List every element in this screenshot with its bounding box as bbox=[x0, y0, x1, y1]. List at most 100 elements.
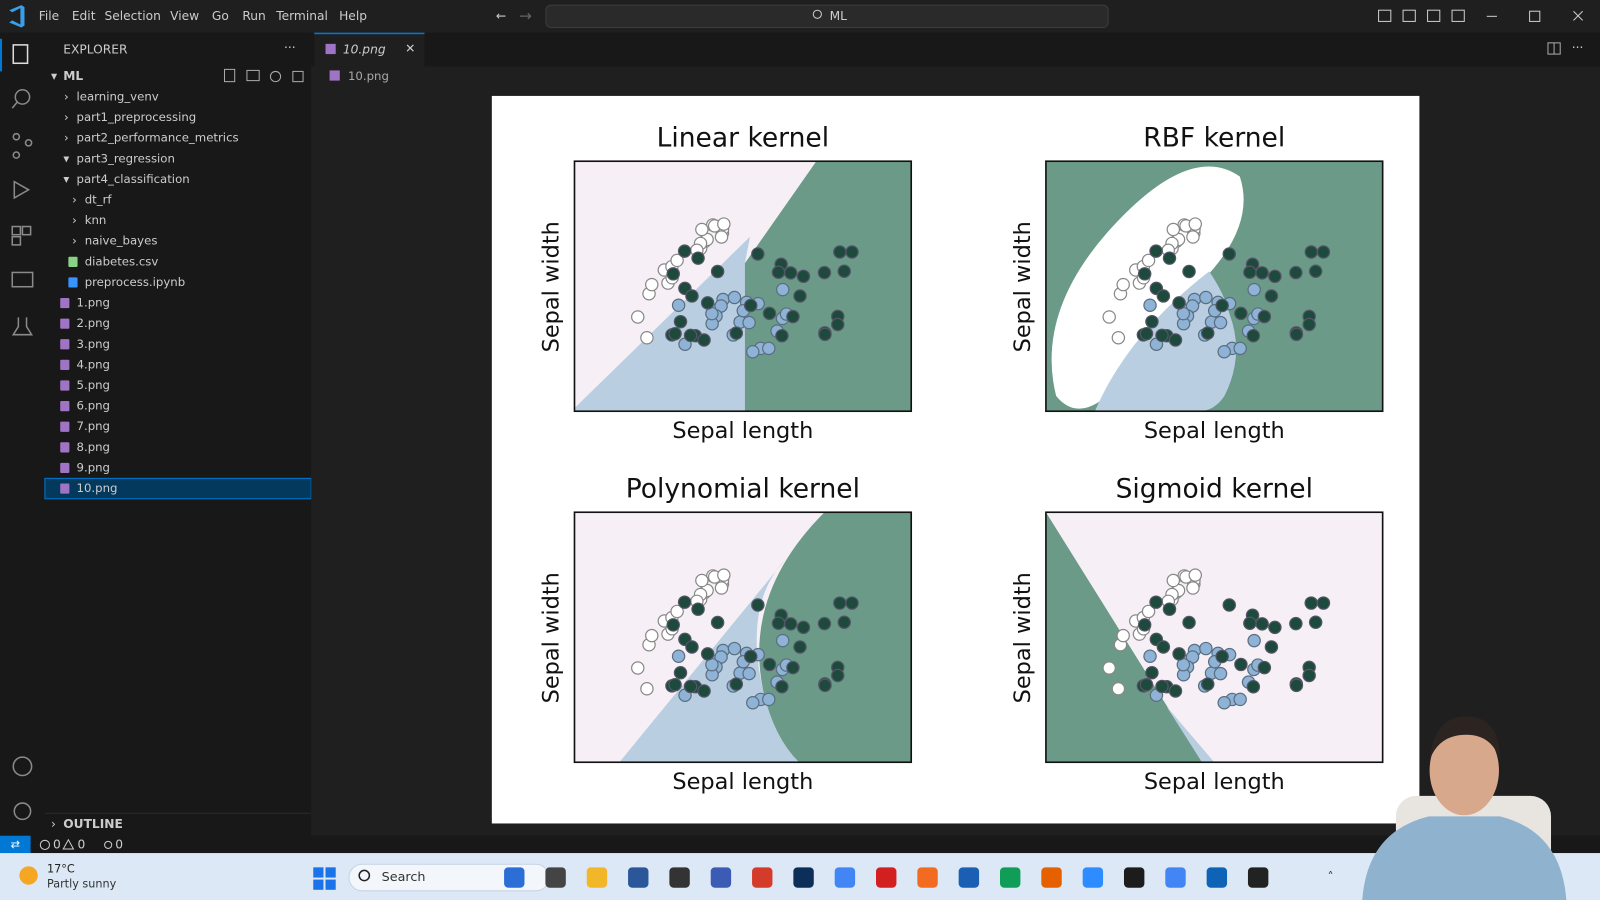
taskbar-app[interactable] bbox=[1206, 867, 1228, 888]
back-button[interactable]: ← bbox=[496, 9, 506, 23]
sample-point bbox=[666, 267, 680, 281]
taskbar-app[interactable] bbox=[669, 867, 690, 888]
file-label[interactable]: preprocess.ipynb bbox=[85, 275, 185, 289]
sample-point bbox=[645, 277, 659, 292]
taskbar-app[interactable] bbox=[876, 867, 897, 888]
menu-item[interactable]: Edit bbox=[72, 9, 96, 23]
menu-item[interactable]: Help bbox=[339, 9, 367, 23]
layout-buttons[interactable] bbox=[1378, 9, 1584, 22]
tab-close[interactable]: ✕ bbox=[405, 41, 415, 55]
more-actions[interactable]: ··· bbox=[284, 40, 296, 54]
breadcrumb[interactable]: 10.png bbox=[348, 69, 389, 83]
tab-label[interactable]: 10.png bbox=[343, 43, 386, 57]
file-label[interactable]: 10.png bbox=[77, 481, 118, 495]
error-count[interactable]: 0 bbox=[53, 837, 61, 851]
menu-item[interactable]: View bbox=[170, 9, 199, 23]
taskbar-app[interactable] bbox=[1165, 867, 1186, 888]
taskbar-app[interactable] bbox=[586, 867, 608, 888]
taskbar-app[interactable] bbox=[1082, 867, 1104, 888]
sample-point bbox=[771, 265, 786, 280]
taskbar-app[interactable] bbox=[545, 867, 566, 888]
folder-label[interactable]: knn bbox=[85, 213, 107, 227]
taskbar-app[interactable] bbox=[752, 867, 773, 888]
file-label[interactable]: diabetes.csv bbox=[85, 254, 159, 268]
root-folder[interactable]: ML bbox=[63, 69, 83, 83]
forward-button[interactable]: → bbox=[519, 7, 532, 25]
menu-item[interactable]: Run bbox=[242, 9, 265, 23]
explorer-title: EXPLORER bbox=[63, 43, 128, 57]
start-button[interactable] bbox=[313, 867, 336, 890]
sample-point bbox=[1141, 253, 1156, 268]
taskbar-app[interactable] bbox=[504, 867, 525, 888]
sample-point bbox=[1234, 306, 1248, 321]
figure: Linear kernel Sepal length Sepal width RBF … bbox=[539, 122, 1384, 795]
sample-point bbox=[1234, 657, 1248, 672]
file-label[interactable]: 8.png bbox=[77, 440, 111, 454]
editor-actions[interactable] bbox=[1547, 42, 1561, 55]
sample-point bbox=[833, 596, 847, 610]
folder-label[interactable]: part2_performance_metrics bbox=[77, 131, 239, 145]
menu-item[interactable]: File bbox=[39, 9, 59, 23]
taskbar-app[interactable] bbox=[1041, 867, 1062, 888]
sample-point bbox=[700, 296, 715, 310]
sample-point bbox=[775, 328, 789, 343]
sample-point bbox=[1141, 604, 1156, 619]
explorer-actions[interactable] bbox=[223, 68, 304, 83]
sample-point bbox=[1302, 317, 1316, 332]
file-label[interactable]: 4.png bbox=[77, 357, 111, 371]
plot-frame bbox=[1045, 511, 1384, 764]
decision-region bbox=[759, 512, 912, 763]
file-label[interactable]: 3.png bbox=[77, 337, 111, 351]
sample-point bbox=[796, 620, 811, 635]
menu-item[interactable]: Selection bbox=[104, 9, 160, 23]
file-label[interactable]: 6.png bbox=[77, 399, 111, 413]
sample-point bbox=[1247, 633, 1261, 648]
taskbar-app[interactable] bbox=[1000, 867, 1021, 888]
folder-label[interactable]: dt_rf bbox=[85, 193, 113, 207]
taskbar-apps[interactable]: ˄ bbox=[504, 867, 1334, 888]
taskbar-app[interactable] bbox=[628, 867, 649, 888]
taskbar-app[interactable] bbox=[834, 867, 856, 888]
sample-point bbox=[1137, 618, 1152, 632]
command-center[interactable] bbox=[545, 4, 1109, 29]
folder-label[interactable]: learning_venv bbox=[77, 89, 159, 103]
sample-point bbox=[1222, 247, 1237, 261]
file-label[interactable]: 9.png bbox=[77, 460, 111, 474]
sample-point bbox=[796, 269, 811, 284]
taskbar-app[interactable] bbox=[1123, 867, 1145, 888]
taskbar-app[interactable] bbox=[793, 867, 814, 888]
outline-title[interactable]: OUTLINE bbox=[63, 817, 123, 831]
taskbar-app[interactable] bbox=[958, 867, 980, 888]
chevron: ▾ bbox=[63, 172, 69, 186]
folder-label[interactable]: part1_preprocessing bbox=[77, 110, 197, 124]
activity-icons[interactable] bbox=[11, 44, 34, 821]
sample-point bbox=[1182, 264, 1196, 279]
folder-label[interactable]: part4_classification bbox=[77, 172, 190, 186]
file-label[interactable]: 5.png bbox=[77, 378, 111, 392]
taskbar-app[interactable] bbox=[1247, 867, 1269, 888]
sample-point bbox=[1111, 682, 1126, 696]
tray-chevron[interactable]: ˄ bbox=[1328, 870, 1334, 884]
folder-label[interactable]: part3_regression bbox=[77, 151, 175, 165]
menu-item[interactable]: Terminal bbox=[275, 9, 328, 23]
file-icon bbox=[60, 318, 70, 329]
chevron: › bbox=[64, 89, 69, 103]
taskbar-app[interactable] bbox=[917, 867, 938, 888]
file-label[interactable]: 2.png bbox=[77, 316, 111, 330]
folder-label[interactable]: naive_bayes bbox=[85, 234, 158, 248]
activity-bar bbox=[0, 32, 45, 836]
remote-button[interactable] bbox=[0, 835, 31, 854]
ports-count[interactable]: 0 bbox=[115, 837, 123, 851]
file-label[interactable]: 1.png bbox=[77, 296, 111, 310]
sample-point bbox=[640, 331, 654, 345]
menu-item[interactable]: Go bbox=[212, 9, 229, 23]
sample-point bbox=[1264, 640, 1279, 654]
file-label[interactable]: 7.png bbox=[77, 419, 111, 433]
sample-point bbox=[683, 328, 698, 343]
sample-point bbox=[695, 573, 709, 588]
sample-point bbox=[771, 616, 786, 631]
editor-more[interactable]: ··· bbox=[1572, 40, 1584, 54]
taskbar-app[interactable] bbox=[710, 867, 732, 888]
sample-point bbox=[775, 679, 789, 694]
warning-count[interactable]: 0 bbox=[78, 837, 86, 851]
